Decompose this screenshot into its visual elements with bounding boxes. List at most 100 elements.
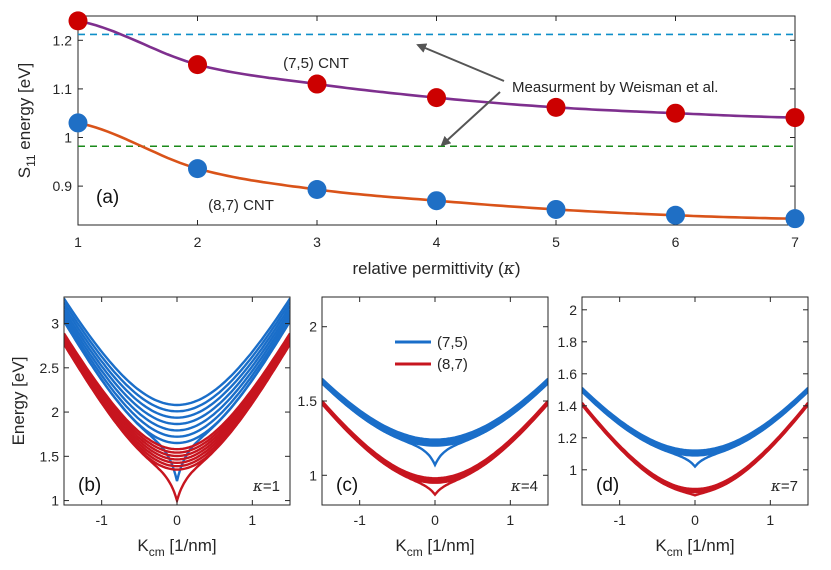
data-point [546,97,566,117]
y-tick-label: 1 [309,467,317,483]
y-tick-label: 1.8 [558,334,578,350]
panel-label-a: (a) [96,187,119,208]
panel-a: 1 2 3 4 5 6 7 0.9 1 1.1 1.2 (7,5) CNT (8,7) CNT (a) Me… [15,11,805,279]
data-point [307,180,327,200]
y-axis-label-main: S [15,167,34,178]
band-curve-87 [64,334,290,454]
panel-b-frame [63,296,291,506]
curves [322,377,548,497]
band-curve-75 [64,305,290,419]
x-axis-label-main: K [395,536,407,555]
band-curve-75 [64,309,290,426]
x-tick-label: -1 [95,512,108,528]
y-tick-label: 1.5 [40,448,60,464]
data-point [427,88,446,108]
x-tick-label: 5 [552,234,560,250]
panel-label-d: (d) [596,475,619,496]
x-axis-label-rest: [1/nm] [683,536,735,555]
ground-curve-75 [322,382,548,468]
x-axis-label: relative permittivity (κ) [353,259,521,279]
kappa-symbol: κ [510,477,521,495]
y-tick-label: 1.1 [53,81,73,97]
y-tick-label: 1.4 [558,398,578,414]
y-tick-label: 2.5 [40,360,60,376]
band-curve-87 [64,338,290,461]
y-tick-label: 1 [569,462,577,478]
x-tick-label: 1 [248,512,256,528]
kappa-symbol: κ [252,477,263,495]
band-curve-87 [582,402,808,491]
y-tick-label: 1.2 [53,32,73,48]
x-axis-label: Kcm [1/nm] [137,536,216,559]
data-point [68,113,88,133]
data-point [785,108,805,128]
ground-curve-87 [322,403,548,497]
series-label-75: (7,5) CNT [283,55,349,72]
y-tick-label: 1.5 [298,393,318,409]
kappa-value: =4 [521,478,538,495]
y-tick-label: 2 [569,302,577,318]
arrow-to-upper-line [416,43,505,82]
data-point [785,209,805,229]
band-curve-75 [322,377,548,441]
panel-d: -1 0 1 1 1.2 1.4 1.6 1.8 2 (d) κ=7 Kcm [1/nm] [558,296,809,559]
x-axis-label-sub: cm [407,545,423,559]
y-axis-label: S11 energy [eV] [15,63,38,178]
curves [64,297,290,505]
y-tick-label: 2 [309,319,317,335]
x-tick-label: 0 [691,512,699,528]
x-axis-label-main: relative permittivity ( [353,259,504,278]
x-axis-label-sub: cm [667,545,683,559]
y-tick-label: 1 [51,493,59,509]
y-tick-label: 1.6 [558,366,578,382]
kappa-label-d: κ=7 [770,477,798,495]
x-tick-label: 3 [313,234,321,250]
x-tick-label: 6 [672,234,680,250]
legend-entry: (8,7) [437,356,468,373]
data-point [307,74,327,94]
x-tick-label: 1 [506,512,514,528]
legend-entry: (7,5) [437,334,468,351]
y-axis-label-sub: 11 [24,154,38,167]
band-curve-75 [64,301,290,413]
band-curve-87 [322,400,548,480]
x-tick-label: 0 [173,512,181,528]
x-axis-label-main: K [137,536,149,555]
kappa-value: =7 [781,478,798,495]
data-point [68,11,88,31]
data-point [188,159,207,179]
ground-curve-87 [582,404,808,497]
x-tick-label: 0 [431,512,439,528]
panel-label-c: (c) [336,475,358,496]
panel-c: -1 0 1 1 1.5 2 (c) κ=4 Kcm [1/nm] (7,5) (8,7) [298,296,549,559]
annotation-text: Measurment by Weisman et al. [512,79,718,96]
y-axis-label: Energy [eV] [9,357,28,446]
ground-curve-75 [64,320,290,482]
y-tick-label: 1 [64,130,72,146]
y-tick-label: 2 [51,404,59,420]
x-tick-label: 1 [766,512,774,528]
x-axis-label-rest: [1/nm] [423,536,475,555]
x-axis-label: Kcm [1/nm] [655,536,734,559]
kappa-label-c: κ=4 [510,477,538,495]
x-axis-label-rest: [1/nm] [165,536,217,555]
data-point [546,199,566,219]
x-axis-label-symbol: κ [503,259,515,279]
panel-c-frame [321,296,549,506]
panel-label-b: (b) [78,475,101,496]
series-label-87: (8,7) CNT [208,197,274,214]
y-tick-label: 3 [51,316,59,332]
x-axis-label-sub: cm [149,545,165,559]
x-tick-label: 1 [74,234,82,250]
band-curve-87 [64,336,290,458]
x-tick-label: -1 [353,512,366,528]
x-tick-label: 7 [791,234,799,250]
arrow-to-lower-line [440,91,501,147]
x-axis-label-main: K [655,536,667,555]
band-curve-75 [582,387,808,452]
data-point [188,55,207,75]
x-axis-label-close: ) [515,259,521,278]
panel-b: -1 0 1 1 1.5 2 2.5 3 (b) κ=1 Kcm [1/nm] Energy [eV] [9,296,291,559]
y-tick-label: 1.2 [558,430,578,446]
